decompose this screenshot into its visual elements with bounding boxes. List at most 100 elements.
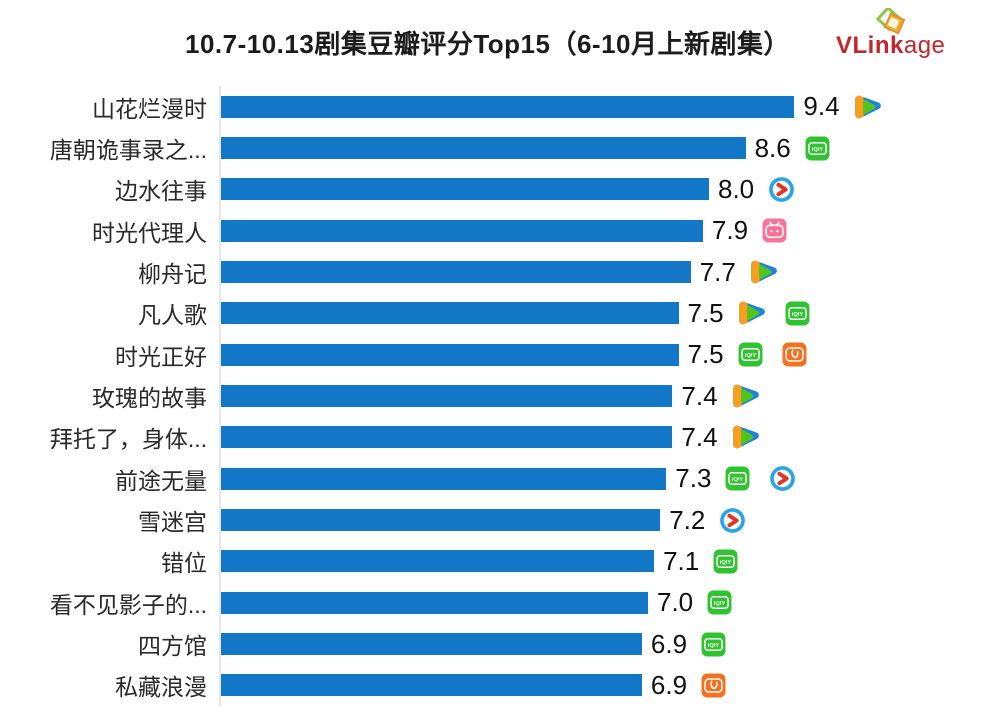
svg-text:iQIY: iQIY [720,560,732,566]
rating-value: 8.6 [754,132,791,163]
svg-text:iQIY: iQIY [714,601,726,607]
drama-title-label: 山花烂漫时 [92,95,207,122]
bar-row: 边水往事 8.0 [28,168,990,211]
rating-value: 6.9 [650,669,688,700]
youku-icon [770,466,796,492]
iqiyi-icon: iQIY [738,342,763,367]
rating-bar [221,426,673,449]
drama-title-label: 私藏浪漫 [115,674,207,701]
bar-track: 8.6 iQIY [219,127,990,169]
platform-icons [732,382,760,410]
svg-text:iQIY: iQIY [812,146,824,152]
bar-row: 四方馆 6.9 iQIY [28,623,990,665]
rating-bar [221,591,648,614]
drama-title-label: 雪迷宫 [138,509,207,536]
rating-bar [221,137,746,160]
rating-value: 7.2 [669,504,706,535]
iqiyi-icon: iQIY [701,632,726,657]
tencent-video-icon [854,95,881,119]
bar-track: 7.7 [219,251,990,293]
rating-bar-chart: 山花烂漫时 9.4 唐朝诡事录之... 8.6 iQIY 边水往事 8.0 时光代理人… [28,86,990,707]
rating-value: 6.9 [650,628,688,659]
bar-row: 前途无量 7.3 iQIY [28,458,990,500]
svg-text:iQIY: iQIY [744,353,756,359]
bar-row: 看不见影子的... 7.0 iQIY [28,582,990,624]
rating-value: 7.0 [657,587,694,618]
bilibili-icon [762,218,787,243]
bar-row: 私藏浪漫 6.9 [28,664,990,707]
rating-value: 7.5 [687,297,724,328]
rating-bar [221,178,709,201]
tencent-video-icon [751,260,777,284]
bar-track: 7.5 iQIY [219,334,990,376]
drama-title-label: 时光正好 [115,343,207,370]
platform-icons [768,176,795,203]
tencent-video-icon [732,426,759,449]
svg-text:iQIY: iQIY [732,477,744,483]
bar-row: 唐朝诡事录之... 8.6 iQIY [28,127,990,169]
bar-row: 凡人歌 7.5 iQIY [28,292,990,335]
rating-bar [221,550,655,573]
youku-icon [769,176,795,202]
bar-row: 时光代理人 7.9 [28,210,990,252]
bar-track: 8.0 [219,168,990,211]
iqiyi-icon: iQIY [805,136,830,160]
drama-title-label: 错位 [161,550,207,577]
drama-title-label: 时光代理人 [92,219,207,246]
platform-icons [854,93,882,121]
iqiyi-icon: iQIY [707,590,732,615]
bar-track: 7.4 [219,416,990,459]
platform-icons [762,218,787,243]
svg-text:iQIY: iQIY [791,312,803,318]
youku-icon [720,507,746,533]
bar-track: 7.2 [219,499,990,541]
bar-track: 7.0 iQIY [219,582,990,624]
mango-tv-icon [701,673,726,698]
bar-track: 7.4 [219,375,990,417]
svg-text:iQIY: iQIY [708,642,720,648]
logo-text-bold: VLink [836,32,904,59]
tencent-video-icon [738,302,765,325]
platform-icons: iQIY [707,590,732,615]
drama-title-label: 唐朝诡事录之... [49,137,207,164]
bar-track: 9.4 [219,86,990,128]
rating-bar [221,633,642,656]
iqiyi-icon: iQIY [713,549,738,574]
drama-title-label: 柳舟记 [138,261,207,288]
platform-icons [701,673,726,698]
platform-icons [732,423,760,451]
rating-value: 9.4 [803,91,840,122]
vlinkage-wordmark: VLinkage [836,32,945,60]
bar-row: 时光正好 7.5 iQIY [28,334,990,376]
rating-bar [221,385,673,408]
mango-tv-icon [782,342,807,367]
rating-bar [221,219,703,242]
drama-title-label: 拜托了，身体... [49,426,207,453]
drama-title-label: 边水往事 [115,178,207,205]
drama-title-label: 看不见影子的... [49,591,207,618]
vlinkage-logo: VLinkage [836,6,966,64]
bar-row: 拜托了，身体... 7.4 [28,416,990,459]
rating-value: 7.3 [675,463,712,494]
rating-value: 7.4 [681,421,718,452]
platform-icons: iQIY [805,136,830,161]
rating-bar [221,509,661,532]
platform-icons: iQIY [725,465,796,492]
rating-bar [221,302,679,325]
bar-track: 6.9 [219,664,990,707]
platform-icons: iQIY [738,299,810,327]
iqiyi-icon: iQIY [725,466,750,491]
bar-row: 雪迷宫 7.2 [28,499,990,541]
vlinkage-diamond-icon [875,8,906,35]
rating-value: 7.1 [663,545,700,576]
rating-value: 7.7 [699,256,736,287]
bar-row: 玫瑰的故事 7.4 [28,375,990,417]
tencent-video-icon [732,384,759,408]
bar-track: 7.9 [219,210,990,252]
drama-title-label: 四方馆 [138,633,207,660]
bar-track: 7.1 iQIY [219,540,990,583]
rating-bar [221,343,679,366]
rating-value: 7.5 [687,339,724,370]
rating-value: 7.4 [681,380,718,411]
